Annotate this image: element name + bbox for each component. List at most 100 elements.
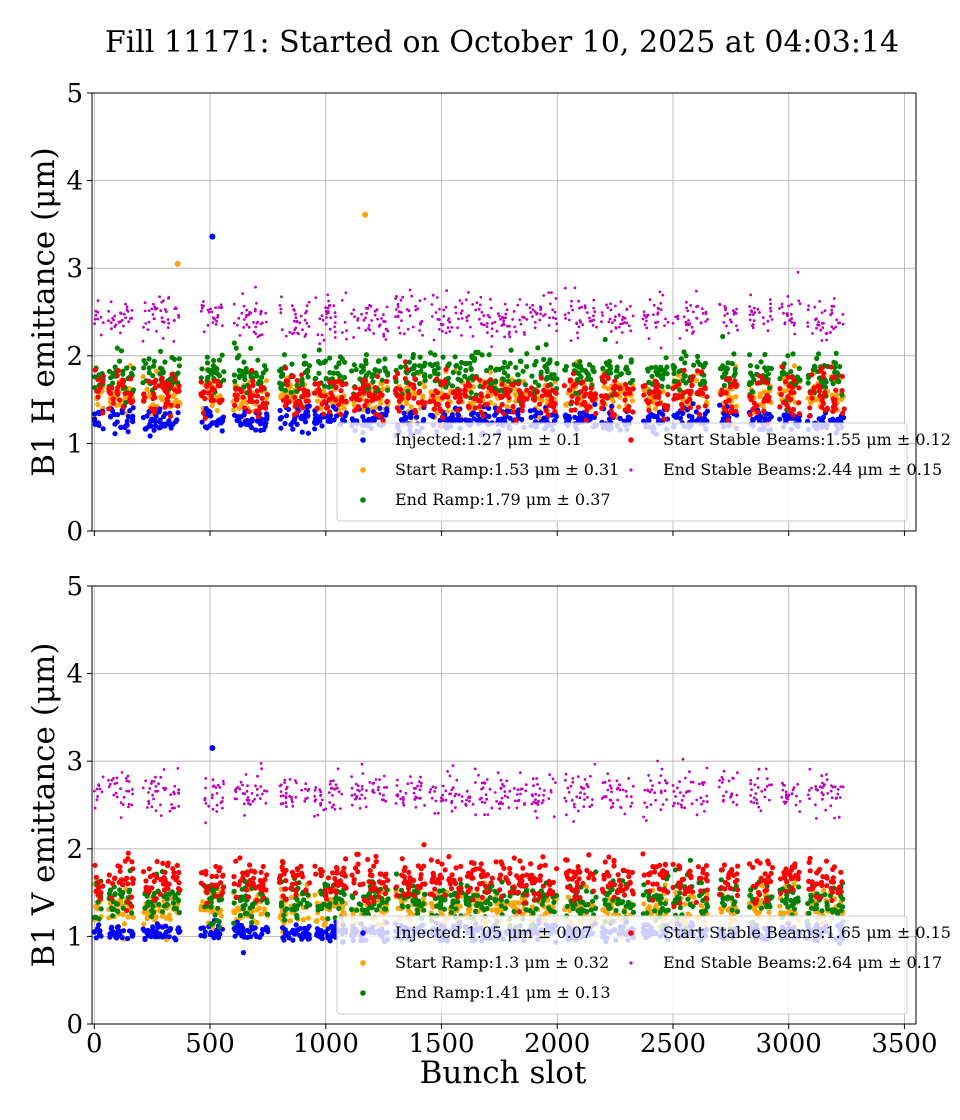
point-end-ramp (297, 901, 304, 907)
point-end-ramp (307, 902, 313, 908)
legend-entry: End Ramp:1.79 μm ± 0.37 (395, 490, 611, 509)
point-end-stable-beams (620, 318, 624, 322)
point-end-ramp (472, 908, 479, 915)
point-end-stable-beams (454, 305, 457, 309)
point-end-stable-beams (303, 318, 307, 322)
point-start-stable-beams (733, 384, 739, 390)
point-end-stable-beams (816, 323, 819, 327)
point-end-stable-beams (538, 305, 542, 309)
point-start-stable-beams (462, 388, 468, 394)
point-start-stable-beams (402, 376, 408, 382)
point-end-ramp (349, 368, 355, 374)
point-start-ramp (380, 386, 386, 392)
point-end-stable-beams (216, 316, 219, 319)
point-start-stable-beams (95, 376, 101, 383)
point-end-ramp (176, 363, 182, 369)
point-start-ramp (153, 914, 159, 920)
point-injected (327, 938, 333, 944)
point-end-stable-beams (748, 313, 752, 317)
point-start-ramp (616, 404, 622, 410)
legend-marker (360, 437, 366, 443)
point-start-stable-beams (790, 412, 796, 418)
point-end-ramp (146, 370, 152, 376)
point-end-stable-beams (535, 312, 538, 316)
point-end-stable-beams (237, 316, 241, 320)
point-end-stable-beams (569, 339, 573, 342)
point-end-ramp (421, 891, 427, 897)
point-end-stable-beams (305, 304, 309, 307)
point-start-stable-beams (478, 391, 484, 397)
point-end-stable-beams (242, 318, 246, 321)
point-end-stable-beams (93, 322, 96, 326)
point-end-stable-beams (365, 311, 368, 315)
point-injected (306, 923, 312, 929)
point-end-ramp (370, 379, 376, 385)
point-end-stable-beams (806, 321, 809, 324)
point-start-stable-beams (761, 398, 767, 404)
point-start-stable-beams (690, 373, 696, 380)
point-end-stable-beams (531, 308, 535, 312)
point-injected (142, 426, 148, 432)
point-end-stable-beams (147, 320, 151, 324)
point-start-ramp (288, 918, 294, 924)
point-end-stable-beams (533, 310, 537, 314)
point-end-ramp (351, 362, 357, 368)
point-end-ramp (215, 905, 221, 911)
point-start-stable-beams (498, 394, 504, 401)
point-start-ramp (808, 400, 814, 406)
point-start-stable-beams (457, 398, 463, 404)
point-end-stable-beams (661, 293, 665, 297)
point-injected (507, 415, 513, 421)
point-end-ramp (110, 913, 116, 919)
point-end-stable-beams (322, 338, 326, 342)
point-start-stable-beams (296, 385, 302, 392)
point-injected (115, 924, 121, 930)
point-end-stable-beams (254, 325, 258, 329)
point-start-stable-beams (754, 409, 761, 415)
point-start-stable-beams (530, 396, 537, 402)
point-end-stable-beams (465, 319, 469, 322)
point-end-stable-beams (292, 319, 296, 323)
point-end-ramp (336, 360, 342, 366)
point-start-ramp (95, 402, 101, 408)
point-start-stable-beams (233, 396, 240, 403)
point-injected (592, 401, 598, 407)
point-end-ramp (349, 906, 355, 913)
point-end-stable-beams (383, 320, 387, 323)
point-start-stable-beams (127, 391, 133, 397)
point-start-ramp (408, 404, 414, 410)
point-end-stable-beams (332, 304, 336, 308)
point-end-stable-beams (548, 316, 551, 320)
point-end-ramp (221, 377, 227, 383)
point-start-stable-beams (398, 387, 404, 393)
point-start-stable-beams (163, 401, 169, 407)
point-end-stable-beams (793, 321, 796, 325)
point-end-stable-beams (583, 304, 587, 308)
point-start-ramp (694, 378, 700, 384)
point-end-ramp (110, 380, 116, 386)
point-injected (288, 422, 294, 428)
point-start-stable-beams (322, 393, 328, 399)
point-start-stable-beams (352, 408, 358, 414)
point-end-stable-beams (398, 331, 402, 335)
point-end-stable-beams (324, 309, 328, 313)
point-end-stable-beams (643, 323, 647, 327)
point-start-stable-beams (259, 395, 265, 401)
point-end-stable-beams (372, 332, 376, 335)
point-start-stable-beams (249, 398, 255, 405)
point-end-stable-beams (321, 318, 325, 322)
point-injected (145, 928, 151, 934)
point-end-ramp (277, 380, 283, 386)
point-end-stable-beams (376, 317, 379, 321)
point-end-stable-beams (820, 339, 824, 342)
point-end-ramp (249, 920, 255, 926)
point-end-stable-beams (718, 303, 722, 307)
point-start-ramp (718, 907, 725, 913)
point-end-stable-beams (685, 306, 688, 310)
point-start-stable-beams (209, 385, 215, 391)
point-start-stable-beams (354, 397, 360, 403)
point-end-stable-beams (567, 311, 571, 315)
point-injected (625, 414, 631, 420)
point-injected (293, 922, 299, 928)
